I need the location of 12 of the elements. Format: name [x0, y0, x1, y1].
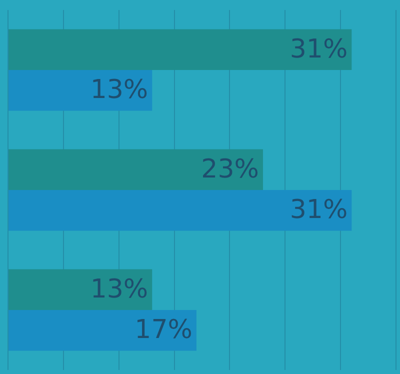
data-label: 13%: [90, 274, 148, 304]
data-label: 17%: [134, 315, 192, 346]
bar: [8, 29, 352, 70]
data-label: 31%: [290, 34, 348, 64]
bar: [8, 190, 352, 231]
bar: [8, 310, 196, 351]
bar: [8, 70, 152, 111]
bar: [8, 269, 152, 310]
data-label: 31%: [290, 195, 348, 226]
data-label: 13%: [90, 75, 148, 106]
bar: [8, 149, 263, 190]
data-label: 23%: [201, 154, 259, 184]
